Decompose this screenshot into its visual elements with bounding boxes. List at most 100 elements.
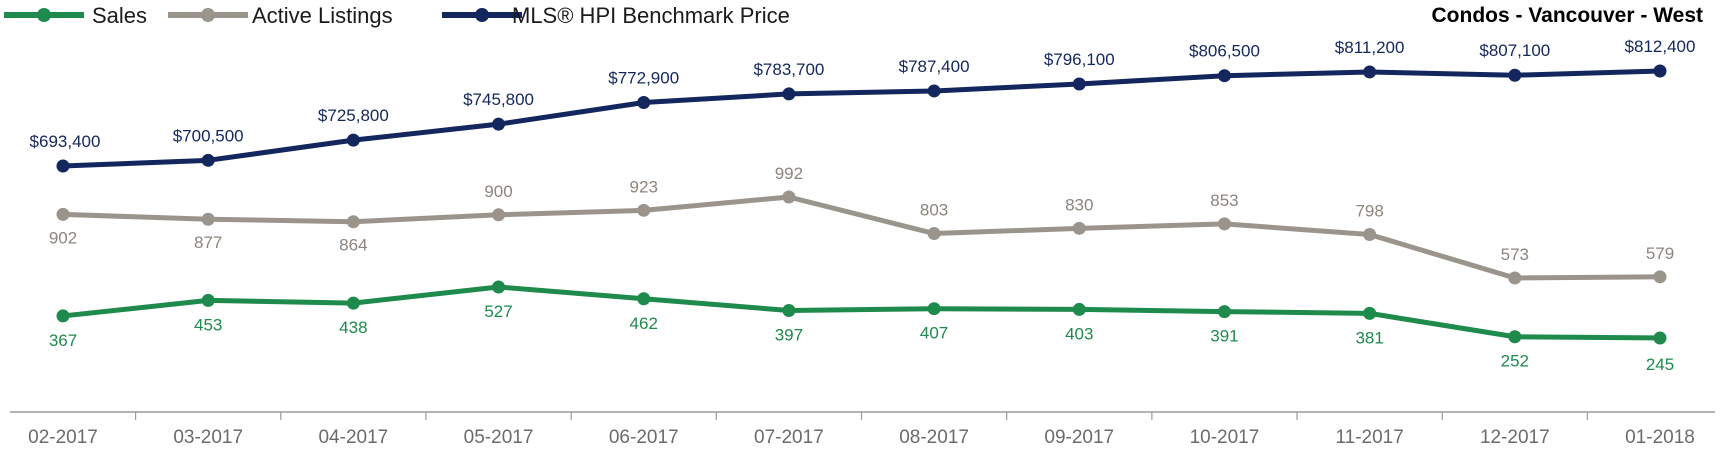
data-label-sales: 367 bbox=[49, 331, 77, 350]
data-point-sales bbox=[346, 296, 360, 310]
data-label-active-listings: 923 bbox=[630, 177, 658, 196]
data-point-benchmark-price bbox=[492, 117, 506, 131]
data-point-benchmark-price bbox=[782, 87, 796, 101]
data-label-sales: 527 bbox=[484, 302, 512, 321]
data-label-sales: 381 bbox=[1355, 328, 1383, 347]
data-label-active-listings: 864 bbox=[339, 236, 367, 255]
x-tick-label: 05-2017 bbox=[464, 427, 534, 448]
data-point-active-listings bbox=[1653, 270, 1667, 284]
data-label-sales: 438 bbox=[339, 318, 367, 337]
x-tick-label: 02-2017 bbox=[28, 427, 98, 448]
series-benchmark-price: $693,400 $700,500 $725,800 $745,800 $772,900… bbox=[30, 37, 1696, 173]
data-label-active-listings: 798 bbox=[1355, 202, 1383, 221]
legend-item-active-listings: Active Listings bbox=[168, 3, 393, 28]
data-label-sales: 403 bbox=[1065, 324, 1093, 343]
data-point-sales bbox=[1653, 331, 1667, 345]
x-tick-label: 04-2017 bbox=[318, 427, 388, 448]
data-label-active-listings: 830 bbox=[1065, 195, 1093, 214]
data-point-active-listings bbox=[927, 227, 941, 241]
x-tick-label: 12-2017 bbox=[1480, 427, 1550, 448]
data-point-benchmark-price bbox=[927, 84, 941, 98]
legend-item-sales: Sales bbox=[4, 3, 147, 28]
data-point-sales bbox=[927, 302, 941, 316]
data-label-benchmark-price: $787,400 bbox=[899, 57, 970, 76]
data-label-active-listings: 900 bbox=[484, 182, 512, 201]
series-sales: 367 453 438 527 462 397 407 403 391 381 252 245 bbox=[49, 280, 1674, 374]
data-label-sales: 407 bbox=[920, 324, 948, 343]
data-label-benchmark-price: $812,400 bbox=[1625, 37, 1696, 56]
data-label-sales: 462 bbox=[630, 314, 658, 333]
data-label-active-listings: 877 bbox=[194, 233, 222, 252]
x-tick-label: 11-2017 bbox=[1335, 427, 1403, 448]
data-point-active-listings bbox=[1363, 228, 1377, 242]
legend-marker-benchmark-price bbox=[475, 8, 489, 22]
data-label-benchmark-price: $772,900 bbox=[608, 69, 679, 88]
chart-title: Condos - Vancouver - West bbox=[1432, 4, 1704, 27]
data-point-active-listings bbox=[492, 208, 506, 222]
data-label-sales: 391 bbox=[1210, 327, 1238, 346]
legend-label-benchmark-price: MLS® HPI Benchmark Price bbox=[512, 3, 790, 28]
data-point-benchmark-price bbox=[1363, 65, 1377, 79]
x-tick-label: 08-2017 bbox=[899, 427, 969, 448]
data-point-active-listings bbox=[56, 207, 70, 221]
x-tick-label: 10-2017 bbox=[1190, 427, 1260, 448]
data-point-active-listings bbox=[1508, 271, 1522, 285]
data-point-active-listings bbox=[637, 203, 651, 217]
x-tick-label: 01-2018 bbox=[1625, 427, 1695, 448]
data-point-benchmark-price bbox=[56, 159, 70, 173]
data-label-active-listings: 853 bbox=[1210, 191, 1238, 210]
data-point-sales bbox=[1217, 305, 1231, 319]
data-label-benchmark-price: $725,800 bbox=[318, 106, 389, 125]
data-label-benchmark-price: $693,400 bbox=[30, 132, 101, 151]
legend-label-sales: Sales bbox=[92, 3, 147, 28]
data-point-benchmark-price bbox=[1072, 77, 1086, 91]
data-point-active-listings bbox=[1217, 217, 1231, 231]
x-tick-label: 07-2017 bbox=[754, 427, 824, 448]
data-point-sales bbox=[1363, 306, 1377, 320]
data-point-benchmark-price bbox=[637, 96, 651, 110]
data-point-active-listings bbox=[346, 215, 360, 229]
series-active-listings: 902 877 864 900 923 992 803 830 853 798 573 579 bbox=[49, 164, 1674, 285]
x-axis: 02-2017 03-2017 04-2017 05-2017 06-2017 07-20… bbox=[28, 412, 1695, 448]
data-label-sales: 453 bbox=[194, 315, 222, 334]
data-label-benchmark-price: $796,100 bbox=[1044, 50, 1115, 69]
series-line-active-listings bbox=[62, 194, 1661, 281]
data-point-benchmark-price bbox=[1217, 69, 1231, 83]
legend-marker-sales bbox=[37, 8, 51, 22]
data-point-benchmark-price bbox=[1653, 64, 1667, 78]
data-label-sales: 252 bbox=[1501, 352, 1529, 371]
data-point-sales bbox=[492, 280, 506, 294]
data-point-active-listings bbox=[1072, 221, 1086, 235]
data-point-benchmark-price bbox=[1508, 68, 1522, 82]
data-label-benchmark-price: $700,500 bbox=[173, 126, 244, 145]
data-label-benchmark-price: $745,800 bbox=[463, 90, 534, 109]
data-label-benchmark-price: $807,100 bbox=[1479, 41, 1550, 60]
data-point-active-listings bbox=[782, 190, 796, 204]
data-label-active-listings: 573 bbox=[1501, 245, 1529, 264]
data-label-active-listings: 902 bbox=[49, 228, 77, 247]
x-tick-label: 09-2017 bbox=[1044, 427, 1114, 448]
data-point-benchmark-price bbox=[201, 153, 215, 167]
data-label-benchmark-price: $806,500 bbox=[1189, 42, 1260, 61]
data-label-active-listings: 579 bbox=[1646, 244, 1674, 263]
data-point-sales bbox=[201, 293, 215, 307]
data-label-active-listings: 803 bbox=[920, 201, 948, 220]
series-line-sales bbox=[62, 284, 1661, 341]
data-point-active-listings bbox=[201, 212, 215, 226]
data-point-sales bbox=[782, 304, 796, 318]
data-point-sales bbox=[1072, 302, 1086, 316]
plot-area: 902 877 864 900 923 992 803 830 853 798 573 579 367 4… bbox=[30, 37, 1696, 374]
data-point-sales bbox=[1508, 330, 1522, 344]
series-line-benchmark-price bbox=[62, 68, 1661, 169]
x-tick-label: 06-2017 bbox=[609, 427, 679, 448]
data-label-benchmark-price: $811,200 bbox=[1335, 38, 1405, 57]
legend: Sales Active Listings MLS® HPI Benchmark… bbox=[4, 3, 790, 28]
data-label-sales: 397 bbox=[775, 326, 803, 345]
data-label-active-listings: 992 bbox=[775, 164, 803, 183]
data-point-sales bbox=[637, 292, 651, 306]
data-point-benchmark-price bbox=[346, 133, 360, 147]
x-tick-label: 03-2017 bbox=[173, 427, 243, 448]
data-label-benchmark-price: $783,700 bbox=[753, 60, 824, 79]
legend-marker-active-listings bbox=[201, 8, 215, 22]
